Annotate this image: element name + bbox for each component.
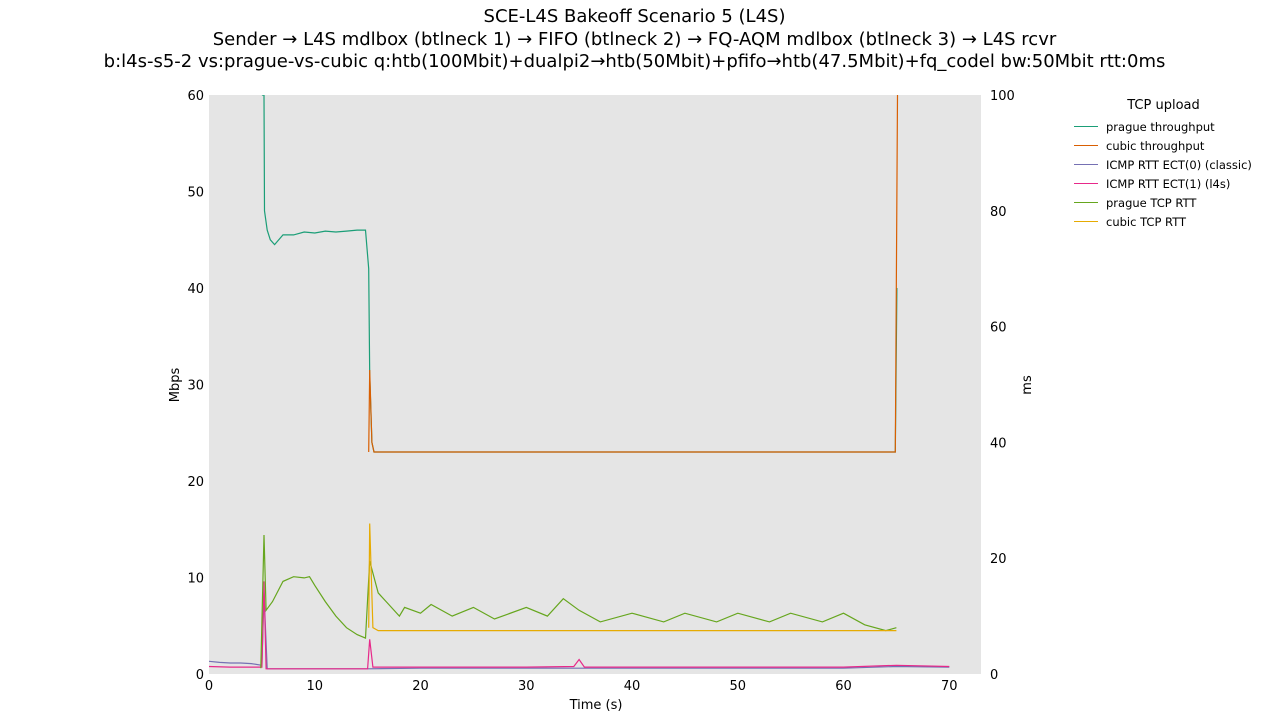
legend-label: prague throughput [1106, 119, 1215, 134]
x-tick-label: 0 [205, 679, 213, 694]
y-right-tick-label: 0 [990, 668, 998, 683]
x-tick-label: 50 [729, 679, 746, 694]
y-axis-label-left: Mbps [168, 368, 183, 403]
series-line-icmp-rtt-ect-1-l4s [209, 581, 950, 670]
x-tick-label: 30 [518, 679, 535, 694]
y-right-tick-label: 100 [990, 89, 1015, 104]
chart-title-line-3: b:l4s-s5-2 vs:prague-vs-cubic q:htb(100M… [103, 51, 1166, 72]
legend-label: prague TCP RTT [1106, 195, 1197, 210]
y-left-tick-label: 60 [187, 89, 204, 104]
legend-label: cubic throughput [1106, 138, 1205, 153]
legend-item-cubic-throughput: cubic throughput [1068, 136, 1263, 155]
x-tick-label: 40 [624, 679, 641, 694]
legend-swatch [1074, 126, 1098, 127]
legend-item-icmp-l4s: ICMP RTT ECT(1) (l4s) [1068, 174, 1263, 193]
legend-item-prague-rtt: prague TCP RTT [1068, 193, 1263, 212]
chart-title-line-1: SCE-L4S Bakeoff Scenario 5 (L4S) [483, 6, 786, 27]
legend-swatch [1074, 164, 1098, 165]
y-left-tick-label: 20 [187, 475, 204, 490]
y-left-tick-label: 50 [187, 186, 204, 201]
x-axis-label: Time (s) [569, 698, 623, 713]
y-right-tick-label: 40 [990, 436, 1007, 451]
legend: TCP upload prague throughput cubic throu… [1068, 98, 1263, 231]
plot-lines [209, 95, 950, 670]
legend-item-icmp-classic: ICMP RTT ECT(0) (classic) [1068, 155, 1263, 174]
left-axis-ticks: 0 10 20 30 40 50 60 [187, 89, 204, 683]
series-line-cubic-throughput [368, 95, 899, 453]
chart-title-line-2: Sender → L4S mdlbox (btlneck 1) → FIFO (… [212, 29, 1057, 50]
y-left-tick-label: 0 [196, 668, 204, 683]
x-tick-label: 60 [835, 679, 852, 694]
y-axis-label-right: ms [1020, 375, 1035, 395]
right-axis-ticks: 0 20 40 60 80 100 [990, 89, 1015, 683]
legend-swatch [1074, 202, 1098, 203]
legend-item-cubic-rtt: cubic TCP RTT [1068, 212, 1263, 231]
x-tick-label: 20 [412, 679, 429, 694]
y-right-tick-label: 60 [990, 321, 1007, 336]
legend-label: cubic TCP RTT [1106, 214, 1187, 229]
y-left-tick-label: 40 [187, 282, 204, 297]
x-tick-label: 70 [941, 679, 958, 694]
series-line-prague-tcp-rtt [260, 534, 897, 669]
series-line-cubic-tcp-rtt [368, 523, 897, 632]
legend-item-prague-throughput: prague throughput [1068, 117, 1263, 136]
legend-label: ICMP RTT ECT(0) (classic) [1106, 157, 1252, 172]
legend-label: ICMP RTT ECT(1) (l4s) [1106, 176, 1231, 191]
y-left-tick-label: 10 [187, 572, 204, 587]
legend-title: TCP upload [1127, 98, 1200, 113]
x-tick-label: 10 [306, 679, 323, 694]
x-axis-ticks: 0 10 20 30 40 50 60 70 [205, 679, 958, 694]
plot-area [209, 95, 981, 674]
y-right-tick-label: 20 [990, 552, 1007, 567]
y-left-tick-label: 30 [187, 379, 204, 394]
legend-swatch [1074, 183, 1098, 184]
legend-swatch [1074, 145, 1098, 146]
legend-swatch [1074, 221, 1098, 222]
y-right-tick-label: 80 [990, 205, 1007, 220]
